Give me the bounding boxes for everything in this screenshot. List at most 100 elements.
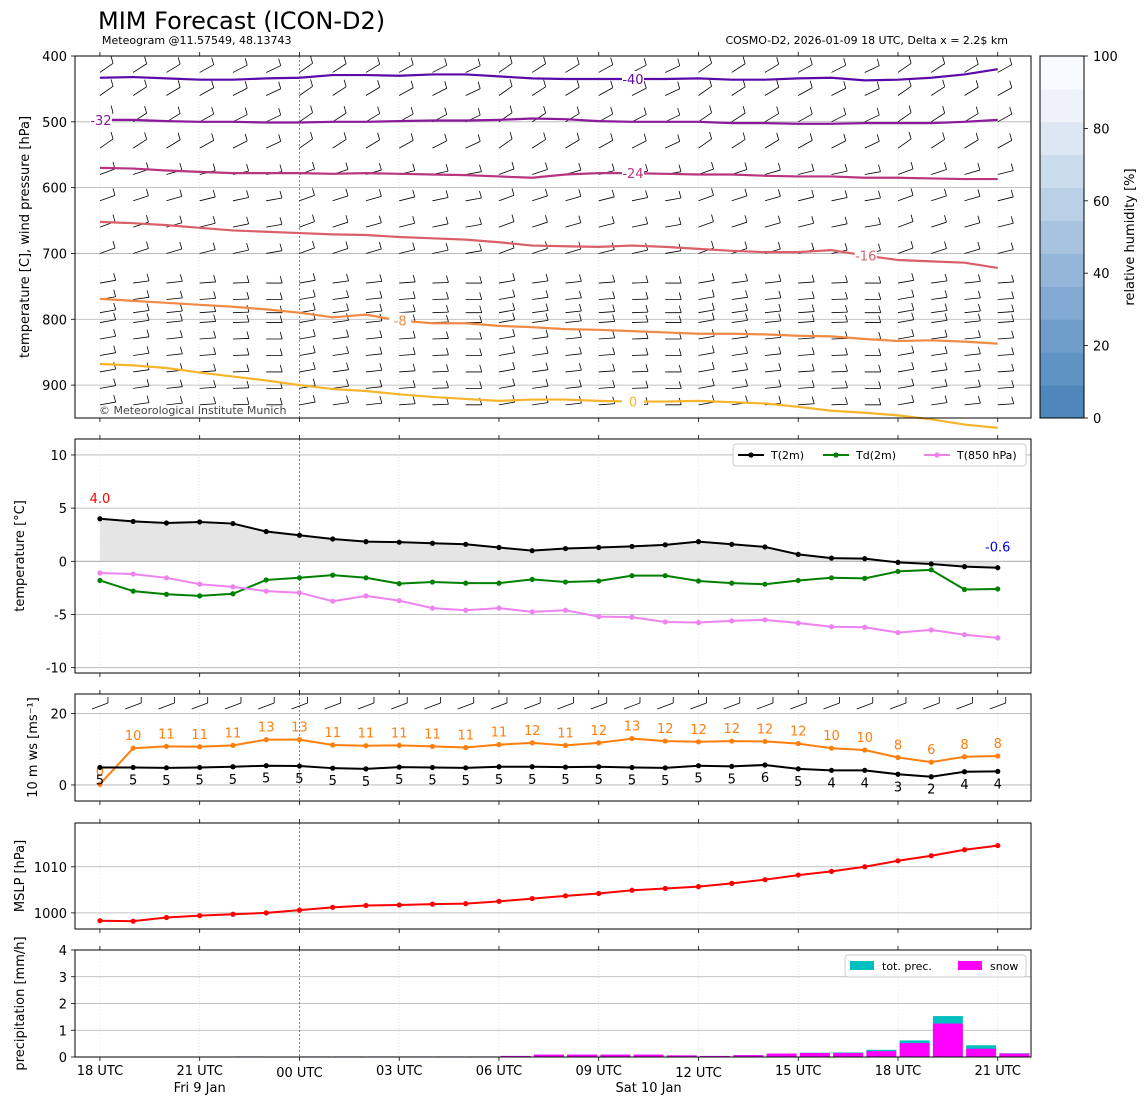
wind-barb — [897, 378, 915, 389]
wind-barb — [631, 314, 649, 323]
series-point — [97, 764, 103, 771]
first-temp-annotation: 4.0 — [90, 492, 111, 507]
wind-barb-flag — [944, 329, 948, 337]
wind-barb — [332, 215, 349, 228]
wind-barb-flag — [279, 190, 283, 199]
wind-barb-flag — [778, 290, 782, 298]
wind-barb-flag — [113, 345, 117, 353]
wind-barb — [399, 189, 416, 202]
wind-barb-shaft — [465, 223, 482, 228]
wind-barb — [532, 379, 549, 389]
surface-wind-barb — [623, 697, 641, 710]
wind-barb — [598, 347, 616, 356]
wind-barb — [232, 314, 250, 323]
series-point — [330, 742, 336, 748]
wind-barb-flag — [612, 291, 616, 299]
wind-barb-flag — [776, 106, 780, 114]
series-point — [197, 581, 203, 587]
wind-barb-flag — [310, 131, 313, 140]
wind-barb — [232, 190, 249, 202]
isotherm-label: 0 — [629, 396, 637, 411]
wind-barb — [399, 304, 416, 314]
wind-barb-flag — [278, 134, 282, 142]
wind-barb-shaft — [565, 113, 580, 123]
wind-barb — [831, 164, 848, 175]
wind-barb-flag — [709, 79, 712, 87]
wind-barb-shaft — [133, 280, 150, 284]
wind-barb-shaft — [99, 401, 116, 406]
series-point — [961, 847, 968, 853]
wind-barb-shaft — [365, 281, 382, 284]
wind-barb-shaft — [864, 197, 881, 202]
wind-barb-flag — [678, 164, 682, 172]
wind-barb-shaft — [964, 86, 979, 96]
wind-barb-flag — [512, 273, 516, 281]
wind-barb-shaft — [897, 279, 914, 284]
series-point — [961, 586, 968, 593]
wind-barb-shaft — [764, 369, 781, 373]
wind-barb — [731, 132, 746, 149]
wind-barb-flag — [678, 381, 682, 389]
wind-barb-flag — [345, 162, 349, 170]
wind-barb-flag — [343, 132, 347, 140]
wind-barb-shaft — [897, 309, 914, 314]
wind-barb-flag — [845, 275, 848, 283]
series-point — [263, 737, 269, 743]
series-point — [562, 607, 569, 613]
wind-barb-flag — [379, 303, 383, 312]
wind-barb-shaft — [665, 141, 680, 149]
wind-barb-flag — [908, 56, 912, 64]
wind-barb-shaft — [399, 87, 414, 96]
wind-barb-shaft — [997, 386, 1014, 389]
wind-barb — [498, 289, 516, 300]
panel-frame — [74, 822, 1032, 930]
wind-barb-flag — [778, 396, 782, 404]
wind-barb — [731, 303, 748, 314]
wind-barb-shaft — [731, 319, 748, 323]
wind-barb — [897, 289, 915, 300]
wind-barb-flag — [578, 189, 582, 197]
wind-barb-shaft — [831, 223, 848, 228]
wind-barb — [764, 313, 782, 323]
surface-wind-barb — [590, 697, 608, 710]
data-label: 5 — [528, 773, 536, 788]
wind-barb-flag — [645, 380, 649, 388]
wind-barb-shaft — [432, 87, 447, 96]
wind-barb-flag — [578, 313, 582, 322]
wind-barb-flag — [977, 241, 981, 250]
wind-barb-flag — [312, 289, 316, 297]
y-tick-label: 0 — [59, 779, 67, 794]
wind-barb-shaft — [798, 353, 815, 356]
wind-barb-shaft — [997, 249, 1014, 254]
wind-barb-shaft — [897, 335, 914, 340]
wind-barb — [99, 378, 117, 389]
wind-barb — [299, 289, 316, 300]
wind-barb-flag — [678, 292, 682, 300]
wind-barb — [764, 363, 782, 373]
series-point — [828, 745, 835, 751]
wind-barb-shaft — [964, 336, 981, 340]
wind-barb-shaft — [498, 62, 513, 73]
wind-barb-shaft — [498, 247, 515, 254]
wind-barb — [964, 313, 981, 323]
wind-barb-flag — [377, 80, 381, 88]
wind-barb — [764, 215, 781, 228]
series-point — [862, 624, 868, 630]
wind-barb-shaft — [399, 249, 415, 254]
wind-barb-shaft — [598, 222, 615, 228]
wind-barb-flag — [645, 216, 649, 224]
wind-barb — [532, 290, 549, 300]
wind-barb — [997, 330, 1015, 340]
series-point — [795, 740, 801, 747]
wind-barb-shaft — [897, 194, 914, 202]
wind-barb — [964, 57, 979, 73]
wind-barb-shaft — [964, 248, 980, 254]
isotherm-line — [99, 297, 998, 345]
wind-barb — [764, 106, 780, 123]
wind-barb-shaft — [731, 280, 748, 284]
series-point — [596, 614, 602, 620]
wind-barb-flag — [711, 273, 715, 281]
wind-barb-shaft — [299, 335, 316, 340]
wind-barb-shaft — [897, 296, 914, 300]
series-point — [296, 590, 303, 596]
